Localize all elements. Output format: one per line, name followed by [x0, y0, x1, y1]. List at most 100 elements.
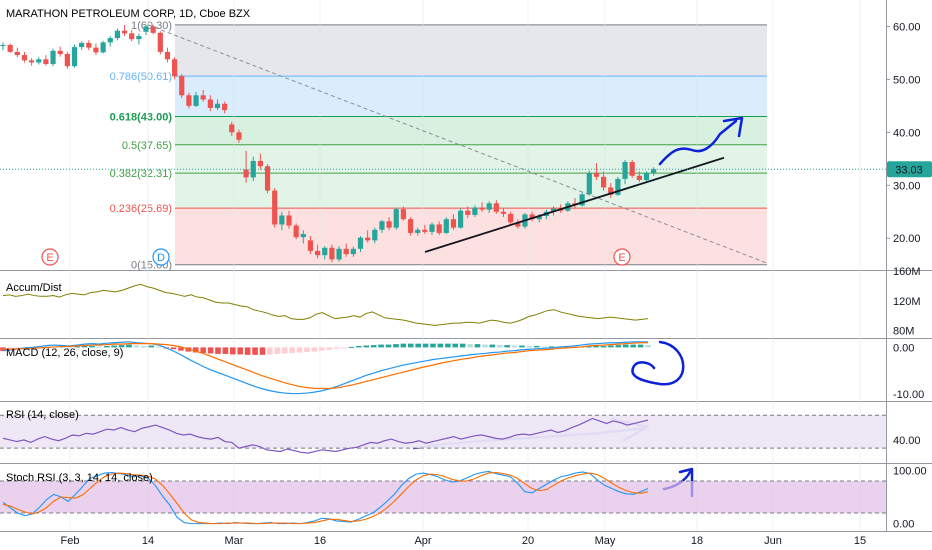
- candle[interactable]: [322, 246, 328, 260]
- candle[interactable]: [229, 121, 235, 137]
- candle[interactable]: [64, 51, 70, 69]
- candle[interactable]: [622, 159, 628, 185]
- candle[interactable]: [629, 159, 635, 178]
- candle[interactable]: [415, 227, 421, 236]
- candle[interactable]: [293, 223, 299, 240]
- candle[interactable]: [436, 221, 442, 236]
- candle[interactable]: [651, 167, 657, 176]
- candle[interactable]: [643, 171, 650, 183]
- stoch-label[interactable]: Stoch RSI (3, 3, 14, 14, close): [6, 472, 153, 484]
- candle[interactable]: [71, 44, 78, 68]
- candle[interactable]: [236, 129, 242, 143]
- ink-arrow-main[interactable]: [658, 119, 738, 166]
- candle[interactable]: [29, 58, 35, 66]
- candle[interactable]: [593, 163, 600, 180]
- stoch-d-line[interactable]: [2, 471, 649, 525]
- candle[interactable]: [443, 217, 449, 234]
- candle[interactable]: [121, 24, 128, 36]
- candle[interactable]: [486, 201, 492, 213]
- candle[interactable]: [508, 211, 514, 225]
- candle[interactable]: [386, 217, 392, 231]
- event-marker[interactable]: [613, 248, 631, 266]
- candle[interactable]: [143, 24, 149, 35]
- candle[interactable]: [257, 153, 263, 170]
- candle[interactable]: [579, 192, 585, 207]
- candle[interactable]: [286, 210, 292, 229]
- candle[interactable]: [207, 95, 213, 112]
- candle[interactable]: [14, 47, 20, 58]
- candle[interactable]: [329, 244, 335, 263]
- candle[interactable]: [379, 219, 385, 233]
- candle[interactable]: [222, 101, 228, 114]
- candle[interactable]: [150, 24, 156, 35]
- candle[interactable]: [129, 30, 135, 42]
- candle[interactable]: [608, 183, 614, 198]
- candle[interactable]: [307, 236, 314, 255]
- candle[interactable]: [200, 90, 206, 102]
- rsi-label[interactable]: RSI (14, close): [6, 409, 79, 421]
- descending-trendline[interactable]: [147, 24, 768, 264]
- candle[interactable]: [107, 36, 113, 47]
- candle[interactable]: [0, 42, 6, 51]
- signal-line[interactable]: [3, 342, 648, 390]
- event-marker[interactable]: [41, 248, 59, 266]
- candle[interactable]: [136, 33, 142, 45]
- candle[interactable]: [465, 206, 471, 219]
- macd-line[interactable]: [2, 341, 648, 395]
- candle[interactable]: [86, 40, 92, 51]
- candle[interactable]: [515, 219, 521, 229]
- macd-label[interactable]: MACD (12, 26, close, 9): [6, 347, 123, 359]
- candle[interactable]: [243, 150, 249, 183]
- candle[interactable]: [50, 48, 56, 67]
- candle[interactable]: [36, 57, 42, 65]
- indicators-group[interactable]: [0, 283, 886, 525]
- candle[interactable]: [365, 230, 371, 243]
- candle[interactable]: [186, 92, 192, 109]
- candles-group[interactable]: [0, 24, 657, 263]
- candle[interactable]: [529, 211, 535, 222]
- candle[interactable]: [164, 47, 171, 63]
- candle[interactable]: [400, 206, 406, 221]
- candle[interactable]: [93, 43, 99, 56]
- candle[interactable]: [336, 246, 342, 262]
- candle[interactable]: [429, 222, 435, 236]
- candle[interactable]: [7, 43, 13, 53]
- candle[interactable]: [422, 225, 428, 234]
- candle[interactable]: [157, 31, 163, 55]
- candle[interactable]: [372, 227, 378, 244]
- stoch-k-line[interactable]: [2, 470, 649, 525]
- rsi-line[interactable]: [2, 417, 649, 454]
- candle[interactable]: [586, 170, 592, 196]
- candle[interactable]: [479, 202, 485, 212]
- candle[interactable]: [615, 176, 621, 196]
- candle[interactable]: [493, 200, 499, 214]
- candle[interactable]: [214, 99, 221, 111]
- candle[interactable]: [500, 208, 507, 218]
- candle[interactable]: [407, 217, 414, 236]
- candle[interactable]: [472, 205, 478, 218]
- candle[interactable]: [343, 243, 349, 257]
- candle[interactable]: [300, 230, 306, 244]
- ink-circle-macd[interactable]: [631, 340, 685, 386]
- candle[interactable]: [79, 41, 85, 50]
- candle[interactable]: [393, 207, 399, 230]
- candle[interactable]: [350, 246, 356, 257]
- candle[interactable]: [636, 171, 642, 183]
- candle[interactable]: [450, 214, 457, 230]
- candle[interactable]: [601, 171, 607, 191]
- candle[interactable]: [357, 236, 364, 252]
- candle[interactable]: [172, 57, 178, 80]
- accum-label[interactable]: Accum/Dist: [6, 282, 62, 294]
- candle[interactable]: [21, 51, 28, 63]
- fib-retracement[interactable]: 1(60.30)0.786(50.61)0.618(43.00)0.5(37.6…: [110, 20, 767, 272]
- ink-arrowhead-main[interactable]: [722, 116, 744, 138]
- accum-dist-line[interactable]: [2, 283, 649, 326]
- candle[interactable]: [100, 40, 106, 54]
- candle[interactable]: [272, 187, 278, 228]
- candle[interactable]: [264, 164, 271, 194]
- candle[interactable]: [279, 211, 285, 231]
- candle[interactable]: [315, 244, 321, 259]
- candle[interactable]: [179, 74, 185, 98]
- candle[interactable]: [458, 208, 464, 229]
